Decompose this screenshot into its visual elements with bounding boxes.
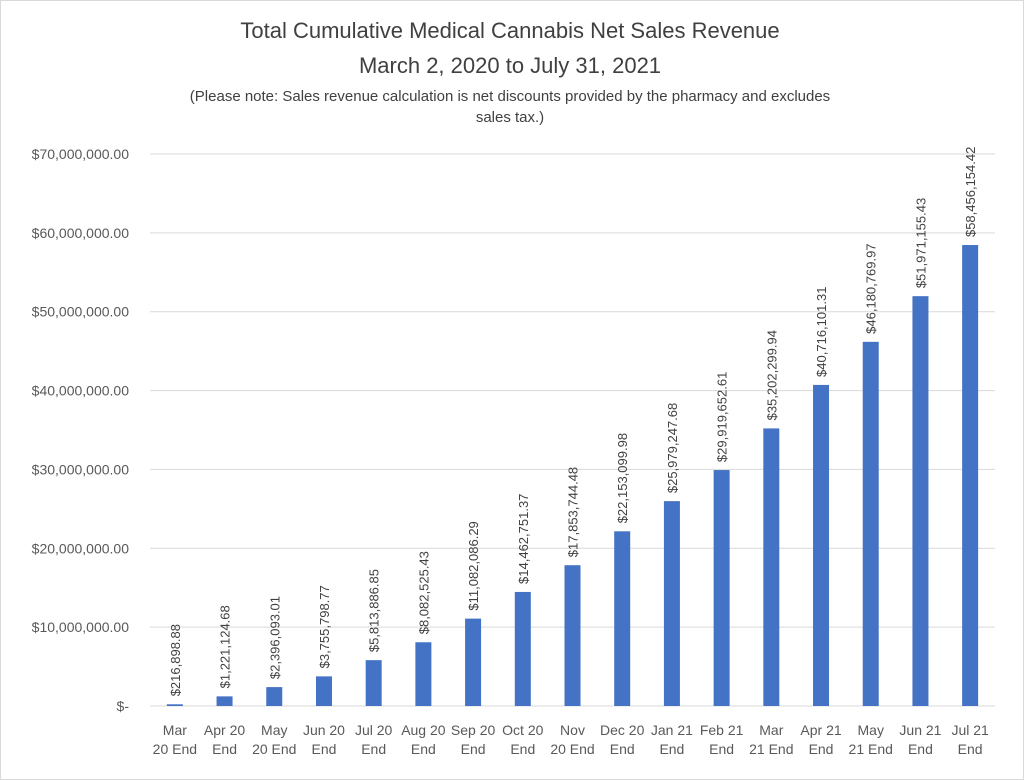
bars — [166, 245, 979, 706]
x-tick-label: End — [908, 741, 933, 757]
bar — [564, 565, 581, 706]
x-tick-label: 20 End — [153, 741, 197, 757]
bar — [912, 296, 929, 706]
x-tick-label: End — [461, 741, 486, 757]
data-label: $17,853,744.48 — [566, 467, 581, 557]
x-tick-label: Jul 20 — [355, 722, 393, 738]
x-tick-label: Apr 21 — [800, 722, 841, 738]
bar — [465, 618, 482, 706]
x-tick-label: End — [361, 741, 386, 757]
x-tick-label: Jun 21 — [899, 722, 941, 738]
data-label: $51,971,155.43 — [913, 198, 928, 288]
bar — [862, 341, 879, 706]
data-label: $1,221,124.68 — [218, 605, 233, 688]
data-label: $25,979,247.68 — [665, 403, 680, 493]
bar — [365, 660, 382, 706]
data-label: $216,898.88 — [168, 624, 183, 696]
x-tick-label: Jan 21 — [651, 722, 693, 738]
chart-note-line-2: sales tax.) — [476, 109, 544, 126]
data-label: $58,456,154.42 — [963, 147, 978, 237]
data-label: $29,919,652.61 — [715, 372, 730, 462]
chart-note-line-1: (Please note: Sales revenue calculation … — [190, 88, 830, 105]
x-tick-label: 21 End — [849, 741, 893, 757]
x-tick-label: Aug 20 — [401, 722, 446, 738]
data-label: $5,813,886.85 — [367, 569, 382, 652]
bar — [166, 704, 183, 706]
x-tick-label: May — [261, 722, 287, 738]
data-label: $35,202,299.94 — [764, 330, 779, 420]
x-tick-label: End — [709, 741, 734, 757]
data-label: $11,082,086.29 — [466, 521, 481, 610]
data-label: $46,180,769.97 — [864, 243, 879, 333]
y-tick-label: $10,000,000.00 — [32, 619, 130, 635]
x-tick-label: Jul 21 — [951, 722, 989, 738]
chart-subtitle: March 2, 2020 to July 31, 2021 — [359, 53, 661, 78]
y-axis: $- $10,000,000.00 $20,000,000.00 $30,000,00… — [32, 146, 130, 714]
bar — [315, 676, 332, 706]
x-tick-label: Mar — [759, 722, 783, 738]
bar — [514, 591, 531, 706]
data-label: $22,153,099.98 — [615, 433, 630, 523]
y-tick-label: $20,000,000.00 — [32, 540, 130, 556]
gridlines — [150, 153, 995, 707]
data-label: $3,755,798.77 — [317, 585, 332, 668]
y-tick-label: $30,000,000.00 — [32, 461, 130, 477]
x-tick-label: Feb 21 — [700, 722, 744, 738]
bar — [813, 384, 830, 706]
chart-title: Total Cumulative Medical Cannabis Net Sa… — [240, 18, 779, 43]
bar — [713, 470, 730, 706]
x-tick-label: Jun 20 — [303, 722, 345, 738]
x-tick-label: End — [212, 741, 237, 757]
x-tick-label: 21 End — [749, 741, 793, 757]
y-tick-label: $40,000,000.00 — [32, 383, 130, 399]
bar — [763, 428, 780, 706]
x-tick-label: End — [958, 741, 983, 757]
x-tick-label: May — [858, 722, 884, 738]
x-tick-label: 20 End — [252, 741, 296, 757]
data-labels: $216,898.88 $1,221,124.68 $2,396,093.01 $3,… — [168, 147, 978, 697]
x-tick-label: Mar — [163, 722, 187, 738]
x-tick-label: Dec 20 — [600, 722, 645, 738]
y-tick-label: $70,000,000.00 — [32, 146, 130, 162]
bar — [415, 642, 432, 706]
y-tick-label: $50,000,000.00 — [32, 304, 130, 320]
y-tick-label: $- — [117, 698, 130, 714]
data-label: $2,396,093.01 — [267, 596, 282, 679]
data-label: $14,462,751.37 — [516, 494, 531, 584]
x-tick-label: End — [610, 741, 635, 757]
y-tick-label: $60,000,000.00 — [32, 225, 130, 241]
x-tick-label: End — [312, 741, 337, 757]
x-tick-label: 20 End — [550, 741, 594, 757]
x-tick-label: Oct 20 — [502, 722, 543, 738]
data-label: $40,716,101.31 — [814, 287, 829, 377]
bar — [266, 687, 283, 706]
bar — [663, 501, 680, 706]
x-tick-label: End — [809, 741, 834, 757]
data-label: $8,082,525.43 — [416, 551, 431, 634]
x-tick-label: End — [659, 741, 684, 757]
bar — [614, 531, 631, 706]
bar — [962, 245, 979, 706]
x-tick-label: Apr 20 — [204, 722, 245, 738]
x-tick-label: End — [510, 741, 535, 757]
x-axis: Mar 20 End Apr 20 End May 20 End Jun 20 End Jul … — [153, 722, 989, 757]
x-tick-label: Nov — [560, 722, 585, 738]
bar — [216, 696, 233, 706]
x-tick-label: Sep 20 — [451, 722, 496, 738]
x-tick-label: End — [411, 741, 436, 757]
